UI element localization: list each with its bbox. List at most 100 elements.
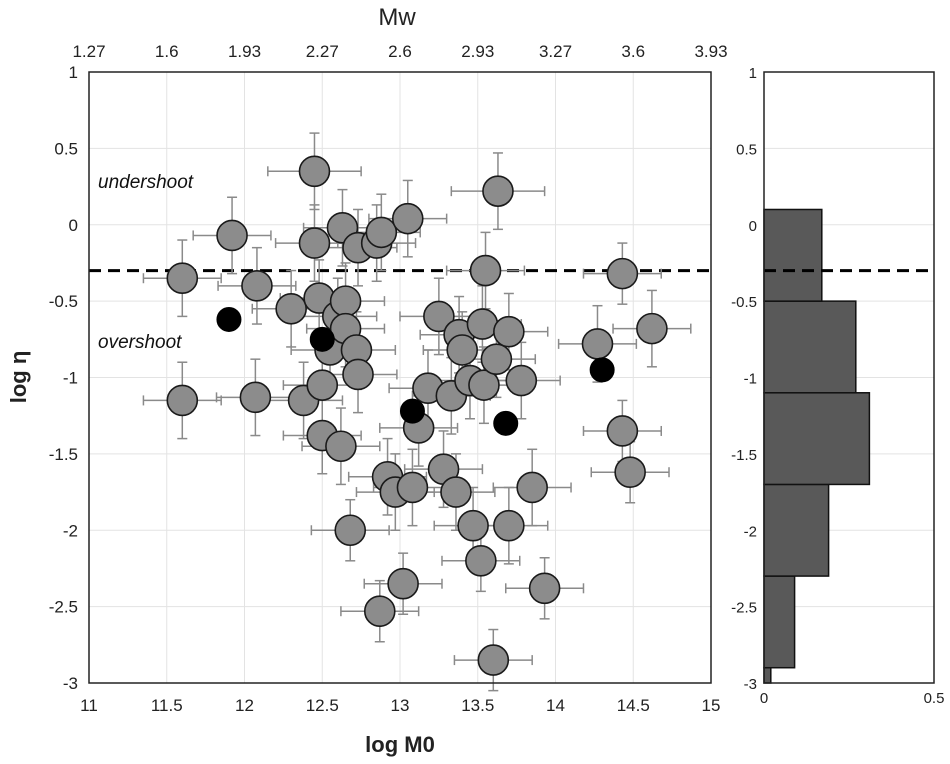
top-axis-title: Mw <box>378 4 416 31</box>
y-tick-label: -2 <box>63 521 78 540</box>
data-point-gray <box>528 572 561 605</box>
histogram-bars <box>763 208 871 684</box>
histogram-y-tick-label: -2 <box>744 523 757 540</box>
histogram-y-tick-labels: 1 0.5 0 -0.5 -1 -1.5 -2 -2.5 -3 <box>731 65 757 693</box>
data-point-black <box>493 410 519 436</box>
top-tick-label: 2.27 <box>306 42 339 61</box>
data-point-black <box>216 306 242 332</box>
annotation-overshoot: overshoot <box>98 332 182 353</box>
data-point-gray <box>466 308 499 340</box>
data-point-black <box>589 357 615 383</box>
y-tick-label: -2.5 <box>49 598 78 617</box>
data-point-gray <box>440 476 472 508</box>
top-tick-label: 3.93 <box>694 42 727 61</box>
data-point-gray <box>306 369 339 401</box>
data-point-gray <box>468 369 500 401</box>
x-tick-label: 12 <box>235 696 254 715</box>
data-point-gray <box>606 257 639 290</box>
histogram-bar <box>763 300 857 394</box>
data-point-gray <box>365 216 398 249</box>
histogram: 0 0.5 10.50-0.5-1-1.5-2-2.5-3 <box>731 65 944 707</box>
data-point-gray <box>505 364 538 397</box>
histogram-x-tick-labels: 0 0.5 <box>760 690 945 707</box>
top-tick-label: 3.6 <box>621 42 645 61</box>
y-tick-label: -0.5 <box>49 292 78 311</box>
annotation-undershoot: undershoot <box>98 172 194 193</box>
histogram-bar <box>763 666 772 684</box>
x-tick-label: 13 <box>391 696 410 715</box>
data-point-gray <box>465 544 497 577</box>
data-point-gray <box>166 384 199 417</box>
top-tick-label: 3.27 <box>539 42 572 61</box>
y-tick-label: 0 <box>69 216 78 235</box>
data-point-gray <box>493 509 525 542</box>
y-tick-label: -1 <box>63 369 78 388</box>
data-point-gray <box>166 262 199 295</box>
histogram-x-tick-label: 0.5 <box>924 690 945 707</box>
data-point-gray <box>480 343 513 375</box>
histogram-y-tick-label: -0.5 <box>731 294 757 311</box>
histogram-bar <box>763 392 871 486</box>
top-tick-label: 2.93 <box>461 42 494 61</box>
scatter-plot: 11 11.5 12 12.5 13 13.5 14 14.5 15 1 0.5 0 -0.5 -1 -1… <box>6 4 728 757</box>
y-tick-label: 0.5 <box>54 139 78 158</box>
histogram-y-tick-label: -1.5 <box>731 447 757 464</box>
data-point-black <box>309 326 335 352</box>
histogram-y-tick-label: -2.5 <box>731 600 757 617</box>
x-tick-label: 15 <box>702 696 721 715</box>
y-tick-label: -3 <box>63 674 78 693</box>
data-point-gray <box>329 285 362 317</box>
x-tick-labels: 11 11.5 12 12.5 13 13.5 14 14.5 15 <box>80 696 720 715</box>
y-axis-title: log η <box>6 351 31 404</box>
x-axis-title: log M0 <box>365 732 435 757</box>
histogram-y-tick-label: 1 <box>749 65 757 82</box>
x-tick-label: 14.5 <box>617 696 650 715</box>
data-point-gray <box>239 381 272 414</box>
data-point-gray <box>334 514 367 547</box>
x-tick-label: 14 <box>546 696 565 715</box>
histogram-y-tick-label: 0 <box>749 218 757 235</box>
data-point-gray <box>342 358 374 391</box>
data-point-gray <box>241 270 273 302</box>
data-point-gray <box>391 202 424 235</box>
data-point-gray <box>363 595 396 628</box>
histogram-y-tick-label: -1 <box>744 371 757 388</box>
data-point-gray <box>396 471 429 504</box>
data-point-gray <box>482 175 514 207</box>
scatter-plot-frame <box>88 71 712 684</box>
data-point-gray <box>298 227 331 259</box>
data-point-gray <box>216 219 248 252</box>
y-tick-label: 1 <box>69 63 78 82</box>
data-point-gray <box>387 567 419 600</box>
x-tick-label: 11.5 <box>151 696 183 715</box>
data-points <box>166 155 668 676</box>
data-point-gray <box>581 328 614 360</box>
data-point-gray <box>516 471 548 504</box>
y-tick-label: -1.5 <box>49 445 78 464</box>
data-point-gray <box>423 300 455 333</box>
data-point-gray <box>636 312 668 345</box>
data-point-gray <box>298 155 331 188</box>
histogram-y-tick-label: -3 <box>744 676 757 693</box>
histogram-bar <box>763 575 796 669</box>
data-point-gray <box>493 315 525 348</box>
top-tick-label: 2.6 <box>388 42 412 61</box>
data-point-gray <box>469 254 502 287</box>
histogram-x-tick-label: 0 <box>760 690 768 707</box>
top-tick-labels: 1.27 1.6 1.93 2.27 2.6 2.93 3.27 3.6 3.93 <box>72 42 727 61</box>
data-point-gray <box>614 456 646 489</box>
top-tick-label: 1.93 <box>228 42 261 61</box>
histogram-frame <box>763 71 935 684</box>
data-point-gray <box>477 644 510 676</box>
data-point-gray <box>457 509 489 542</box>
histogram-bar <box>763 483 830 577</box>
y-tick-labels: 1 0.5 0 -0.5 -1 -1.5 -2 -2.5 -3 <box>49 63 78 693</box>
top-tick-label: 1.6 <box>155 42 179 61</box>
histogram-y-tick-label: 0.5 <box>736 141 757 158</box>
data-point-gray <box>325 430 357 463</box>
data-point-gray <box>446 334 479 366</box>
x-tick-label: 11 <box>80 696 98 715</box>
x-tick-label: 12.5 <box>306 696 339 715</box>
data-point-black <box>399 398 425 424</box>
